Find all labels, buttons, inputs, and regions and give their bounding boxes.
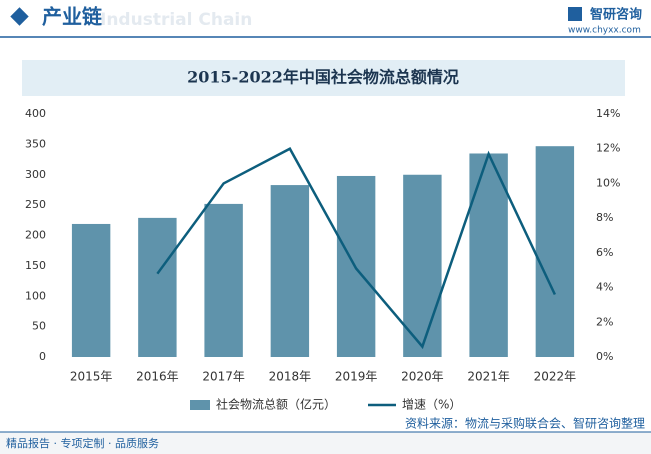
brand-url: www.chyxx.com [568, 26, 641, 36]
y-tick-label: 50 [32, 320, 46, 333]
y-tick-label: 350 [25, 137, 46, 150]
y2-tick-label: 10% [596, 176, 620, 189]
x-tick-label: 2019年 [335, 370, 378, 384]
y2-tick-label: 2% [596, 315, 613, 328]
bar [138, 217, 177, 357]
header-icon [10, 7, 29, 26]
legend-label: 增速（%） [402, 398, 461, 412]
brand: 智研咨询 [590, 7, 642, 23]
x-tick-label: 2020年 [401, 370, 444, 384]
bar [71, 223, 111, 357]
y-tick-label: 250 [25, 198, 46, 211]
x-tick-label: 2017年 [202, 370, 245, 384]
y-tick-label: 0 [39, 350, 46, 363]
bar [535, 146, 575, 357]
y2-tick-label: 12% [596, 142, 620, 155]
y-tick-label: 150 [25, 259, 46, 272]
y2-tick-label: 6% [596, 246, 613, 259]
x-tick-label: 2018年 [269, 370, 312, 384]
x-tick-label: 2021年 [467, 370, 510, 384]
x-tick-label: 2015年 [70, 370, 113, 384]
y2-tick-label: 14% [596, 107, 620, 120]
bar [403, 174, 442, 357]
header-watermark: Industrial Chain [100, 10, 252, 30]
footer-source: 资料来源：物流与采购联合会、智研咨询整理 [405, 416, 645, 431]
legend-swatch [190, 400, 210, 410]
bar [270, 185, 310, 357]
chart-title: 2015-2022年中国社会物流总额情况 [187, 68, 459, 87]
y2-tick-label: 8% [596, 211, 613, 224]
bar [204, 203, 243, 357]
brand-logo [568, 7, 582, 21]
y-tick-label: 200 [25, 229, 46, 242]
x-tick-label: 2016年 [136, 370, 179, 384]
footer-band [0, 432, 651, 454]
y2-tick-label: 0% [596, 350, 613, 363]
x-tick-label: 2022年 [534, 370, 577, 384]
legend-label: 社会物流总额（亿元） [216, 397, 336, 412]
title-banner [22, 60, 625, 96]
y2-tick-label: 4% [596, 281, 613, 294]
line [156, 147, 557, 350]
header-title: 产业链 [42, 5, 103, 29]
y-tick-label: 400 [25, 107, 46, 120]
y-tick-label: 100 [25, 289, 46, 302]
y-tick-label: 300 [25, 168, 46, 181]
footer-left: 精品报告 · 专项定制 · 品质服务 [6, 436, 159, 450]
